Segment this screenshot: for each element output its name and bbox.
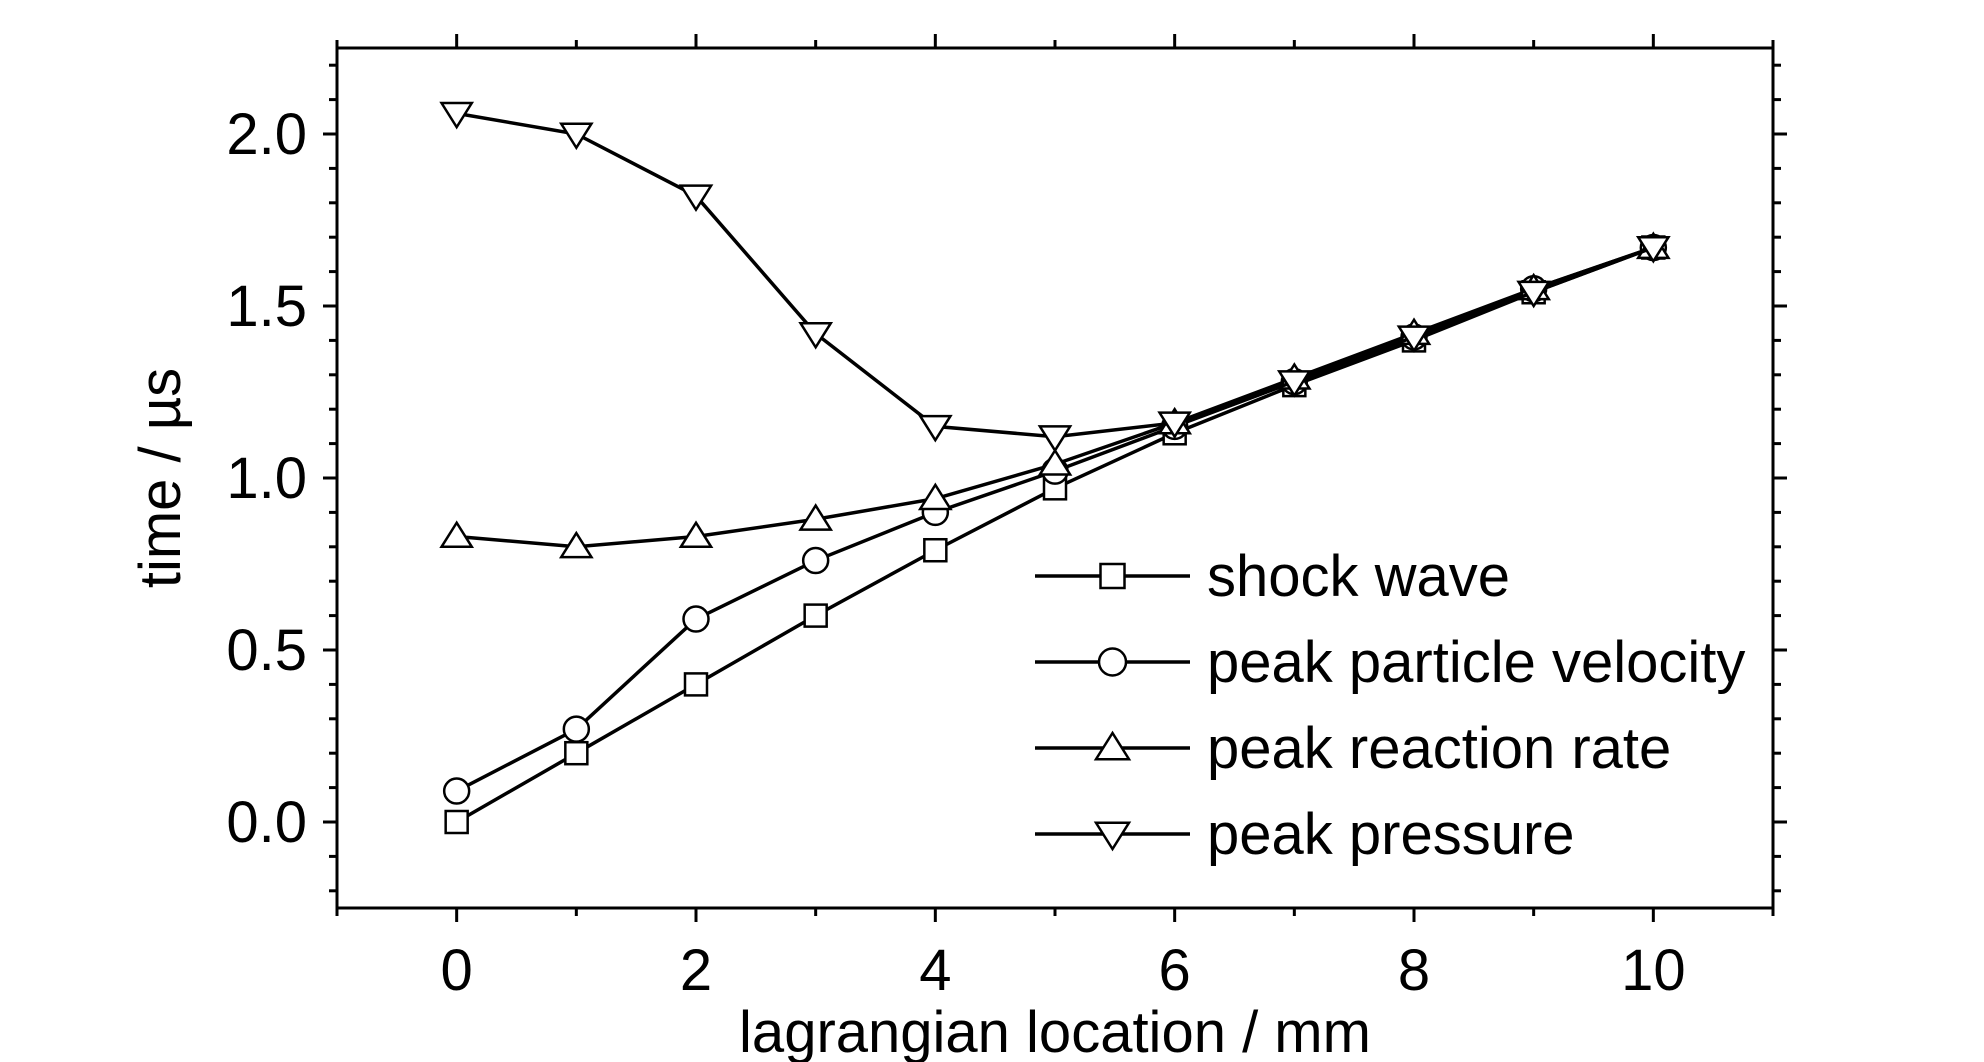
series-line (455, 245, 1654, 793)
data-point (558, 530, 594, 559)
data-point (439, 520, 475, 549)
legend-item: shock wave (1035, 544, 1510, 609)
y-axis-ticks: 0.0 0.5 1.0 1.5 2.0 (226, 63, 1787, 893)
y-tick-label: 0.0 (226, 790, 307, 855)
data-point (564, 740, 589, 766)
legend-label: peak reaction rate (1207, 716, 1671, 781)
data-point (923, 537, 948, 563)
series-layer (439, 101, 1671, 835)
x-tick-label: 4 (919, 938, 951, 1003)
data-point (803, 603, 828, 628)
data-point (798, 321, 834, 350)
data-point (917, 414, 953, 443)
data-point (1037, 448, 1073, 476)
x-axis-title: lagrangian location / mm (739, 1000, 1371, 1062)
data-point (678, 520, 714, 549)
legend-item: peak particle velocity (1035, 630, 1745, 695)
legend-label: peak particle velocity (1207, 630, 1745, 695)
data-point (682, 605, 710, 633)
series-peak-reaction-rate (439, 231, 1671, 559)
legend: shock wave peak particle velocity peak rea… (1035, 544, 1745, 867)
data-point (444, 809, 469, 835)
data-point (683, 672, 709, 697)
y-axis-title: time / µs (128, 368, 193, 588)
series-peak-pressure (439, 101, 1671, 453)
x-tick-label: 6 (1159, 938, 1191, 1003)
data-point (1635, 235, 1671, 264)
data-point (439, 101, 475, 130)
data-point (562, 715, 591, 743)
data-point (917, 482, 953, 511)
y-tick-label: 2.0 (226, 102, 307, 167)
data-point (442, 777, 471, 805)
data-point (1037, 425, 1073, 453)
legend-label: shock wave (1207, 544, 1510, 609)
x-tick-label: 10 (1621, 938, 1686, 1003)
y-tick-label: 1.5 (226, 274, 307, 339)
data-point (558, 122, 594, 151)
legend-marker (1099, 562, 1126, 590)
x-axis-ticks: 0 2 4 6 8 10 (335, 34, 1775, 1003)
data-point (1276, 370, 1312, 398)
legend-marker (1093, 821, 1132, 852)
legend-marker (1097, 647, 1128, 677)
x-tick-label: 8 (1398, 938, 1430, 1003)
x-tick-label: 2 (680, 938, 712, 1003)
data-point (1516, 280, 1552, 309)
legend-item: peak reaction rate (1035, 716, 1671, 781)
legend-label: peak pressure (1207, 802, 1575, 867)
x-tick-label: 0 (441, 938, 473, 1003)
y-tick-label: 0.5 (226, 618, 307, 683)
y-tick-label: 1.0 (226, 446, 307, 511)
data-point (1396, 325, 1432, 354)
series-line (456, 245, 1654, 549)
legend-marker (1093, 730, 1132, 761)
data-point (678, 184, 714, 213)
data-point (798, 503, 834, 531)
series-line (456, 111, 1654, 439)
data-point (1157, 411, 1193, 440)
data-point (801, 546, 830, 575)
legend-item: peak pressure (1035, 802, 1575, 867)
